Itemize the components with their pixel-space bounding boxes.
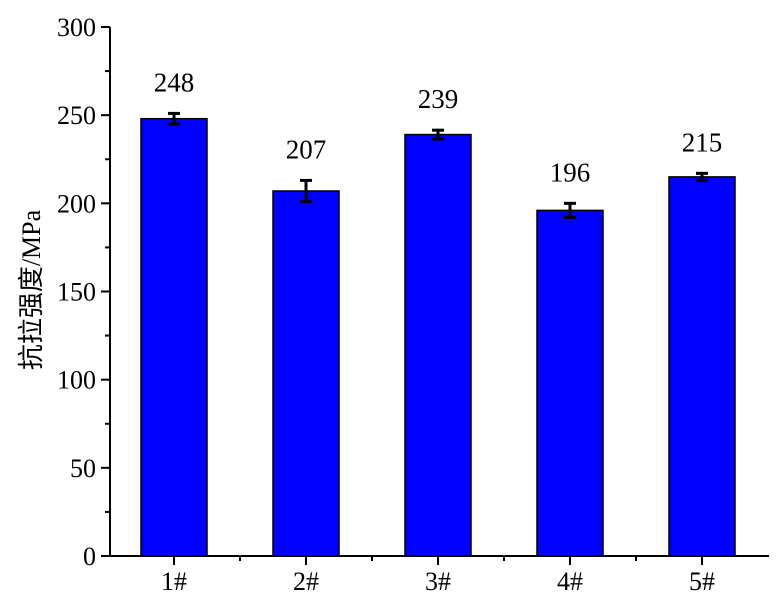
data-label: 248 bbox=[154, 67, 195, 97]
y-tick-label: 150 bbox=[57, 278, 96, 307]
bars bbox=[140, 117, 736, 557]
x-tick-label: 5# bbox=[689, 567, 715, 596]
y-tick-label: 50 bbox=[70, 454, 96, 483]
bar bbox=[668, 176, 736, 557]
data-label: 239 bbox=[418, 84, 459, 114]
data-label: 215 bbox=[682, 127, 723, 157]
bar bbox=[140, 117, 208, 557]
x-tick-label: 4# bbox=[557, 567, 583, 596]
error-bars bbox=[168, 111, 708, 219]
bar bbox=[272, 190, 340, 557]
data-label: 207 bbox=[286, 134, 327, 164]
y-axis-title: 抗拉强度/MPa bbox=[17, 209, 46, 370]
y-tick-label: 100 bbox=[57, 366, 96, 395]
y-tick-label: 200 bbox=[57, 189, 96, 218]
x-tick-label: 2# bbox=[293, 567, 319, 596]
data-labels: 248 207 239 196 215 bbox=[154, 67, 723, 187]
y-tick-label: 300 bbox=[57, 13, 96, 42]
x-tick-label: 1# bbox=[161, 567, 187, 596]
y-tick-label: 0 bbox=[83, 542, 96, 571]
x-tick-label: 3# bbox=[425, 567, 451, 596]
y-tick-label: 250 bbox=[57, 101, 96, 130]
x-axis-ticks: 1# 2# 3# 4# 5# bbox=[161, 556, 715, 596]
bar bbox=[536, 209, 604, 557]
bar bbox=[404, 133, 472, 557]
data-label: 196 bbox=[550, 157, 591, 187]
y-axis-ticks: 0 50 100 150 200 250 300 bbox=[57, 13, 110, 571]
